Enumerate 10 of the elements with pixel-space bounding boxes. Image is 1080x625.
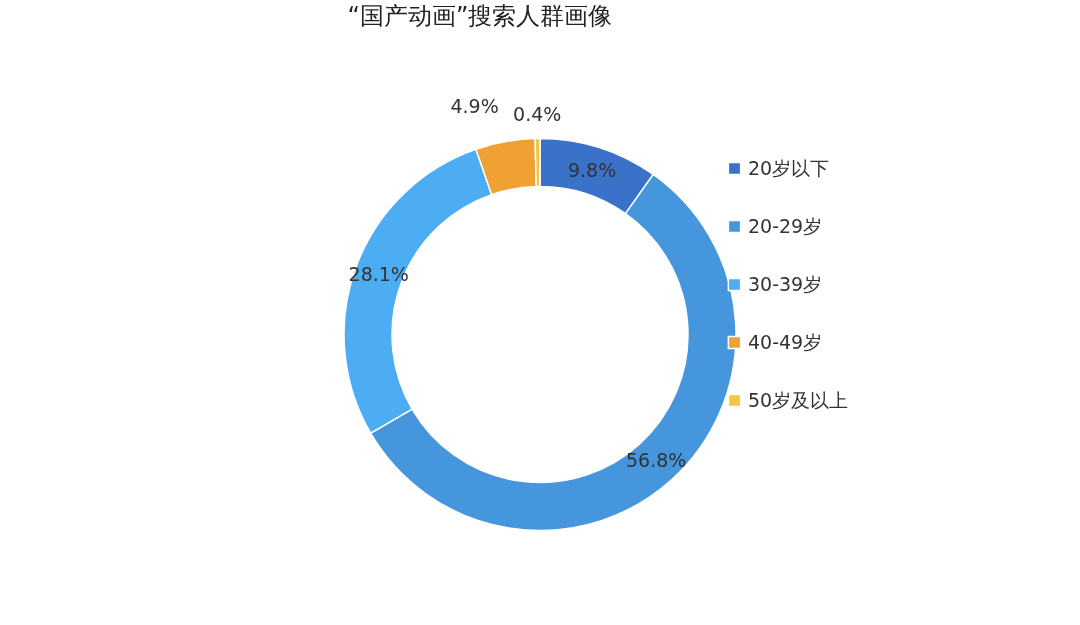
legend-label: 50岁及以上 xyxy=(748,388,849,411)
legend-label: 30-39岁 xyxy=(748,272,823,295)
data-label: 0.4% xyxy=(513,102,562,125)
chart-title: “国产动画”搜索人群画像 xyxy=(347,2,613,30)
data-label: 56.8% xyxy=(625,449,687,472)
data-label: 9.8% xyxy=(567,158,617,181)
legend-label: 20岁以下 xyxy=(748,156,830,179)
legend-label: 40-49岁 xyxy=(748,330,823,353)
data-label: 4.9% xyxy=(450,94,499,117)
legend-label: 20-29岁 xyxy=(748,214,823,237)
